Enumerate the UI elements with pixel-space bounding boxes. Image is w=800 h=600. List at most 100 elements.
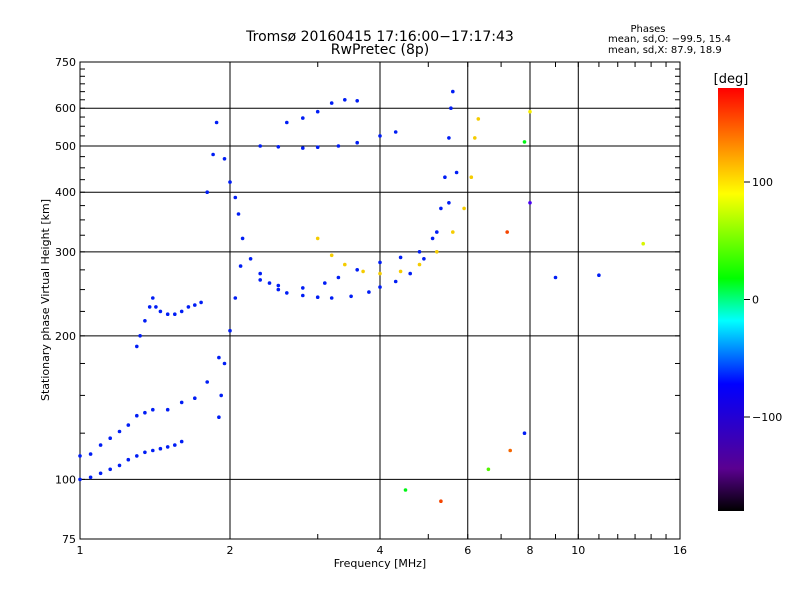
echo-point [398,255,403,260]
echo-point [126,423,131,427]
echo-point [597,273,601,278]
echo-point [323,281,327,285]
echo-point [378,134,382,138]
echo-point [108,436,112,441]
echo-point [336,275,341,280]
echo-point [398,269,403,274]
echo-point [179,439,184,444]
echo-point [454,170,459,175]
echo-point [219,393,223,398]
echo-traces [78,89,645,504]
axis-minor-ticks [79,61,681,540]
echo-point [449,106,453,110]
echo-point [276,145,281,149]
echo-point [301,286,305,290]
echo-point [98,443,103,447]
echo-point [199,300,203,305]
x-tick-label: 16 [673,544,687,557]
echo-point [336,144,341,148]
echo-point [88,452,93,456]
echo-point [158,446,163,451]
y-tick-label: 750 [55,56,76,69]
echo-point [165,445,170,449]
echo-point [258,144,263,148]
echo-point [367,290,371,294]
echo-point [158,309,163,314]
colorbar-ticks: 100 0 −100 [744,176,782,424]
echo-point [135,413,139,418]
x-tick-label: 4 [377,544,384,557]
echo-point [343,98,347,102]
echo-point [315,145,320,149]
echo-point [473,136,477,140]
x-axis-label: Frequency [MHz] [334,557,426,570]
echo-point [267,281,272,285]
echo-point [147,305,152,309]
x-tick-label: 2 [227,544,234,557]
y-tick-label: 75 [62,533,76,546]
echo-point [476,117,481,121]
echo-point [135,454,139,458]
echo-point [403,488,408,492]
echo-point [238,264,243,268]
echo-point [222,361,227,366]
echo-point [349,294,353,299]
echo-point [435,230,439,234]
echo-point [233,296,238,300]
echo-point [315,295,320,300]
echo-point [117,463,122,468]
echo-point [343,262,347,267]
x-tick-label: 6 [464,544,471,557]
echo-point [528,201,532,205]
echo-point [240,236,245,241]
colorbar [718,88,744,511]
echo-point [276,287,281,292]
echo-point [451,89,455,94]
echo-point [641,241,645,246]
plot-grid [80,62,680,539]
echo-point [378,271,382,276]
echo-point [143,319,147,323]
x-axis-tick-labels: 1 2 4 6 8 10 16 [77,544,688,557]
echo-point [447,201,451,205]
echo-point [285,120,289,125]
echo-point [435,250,439,254]
echo-point [361,269,365,274]
echo-point [522,431,527,436]
echo-point [205,380,209,384]
stats-o-line: mean, sd,O: −99.5, 15.4 [608,34,731,45]
chart-subtitle: RwPretec (8p) [331,42,429,58]
echo-point [355,268,360,272]
echo-point [378,260,382,265]
colorbar-label: [deg] [714,72,749,87]
echo-point [528,109,532,114]
echo-point [315,109,320,114]
echo-point [228,328,232,333]
echo-point [88,475,93,480]
echo-point [355,99,360,103]
echo-point [301,293,305,298]
echo-point [329,296,334,300]
echo-point [276,283,281,288]
echo-point [378,285,382,289]
stats-x-line: mean, sd,X: 87.9, 18.9 [608,45,722,56]
echo-point [236,212,241,216]
echo-point [285,291,289,295]
echo-point [301,146,305,150]
echo-point [522,140,527,144]
y-tick-label: 300 [55,246,76,259]
echo-point [508,448,512,453]
echo-point [439,206,443,211]
echo-point [186,305,191,309]
echo-point [165,407,170,412]
echo-point [505,230,510,234]
echo-point [78,454,82,458]
echo-point [258,278,263,282]
colorbar-tick-label: −100 [752,411,782,424]
echo-point [393,279,398,284]
y-tick-label: 500 [55,140,76,153]
echo-point [233,195,238,200]
echo-point [553,275,558,280]
y-tick-label: 200 [55,330,76,343]
x-tick-label: 8 [527,544,534,557]
